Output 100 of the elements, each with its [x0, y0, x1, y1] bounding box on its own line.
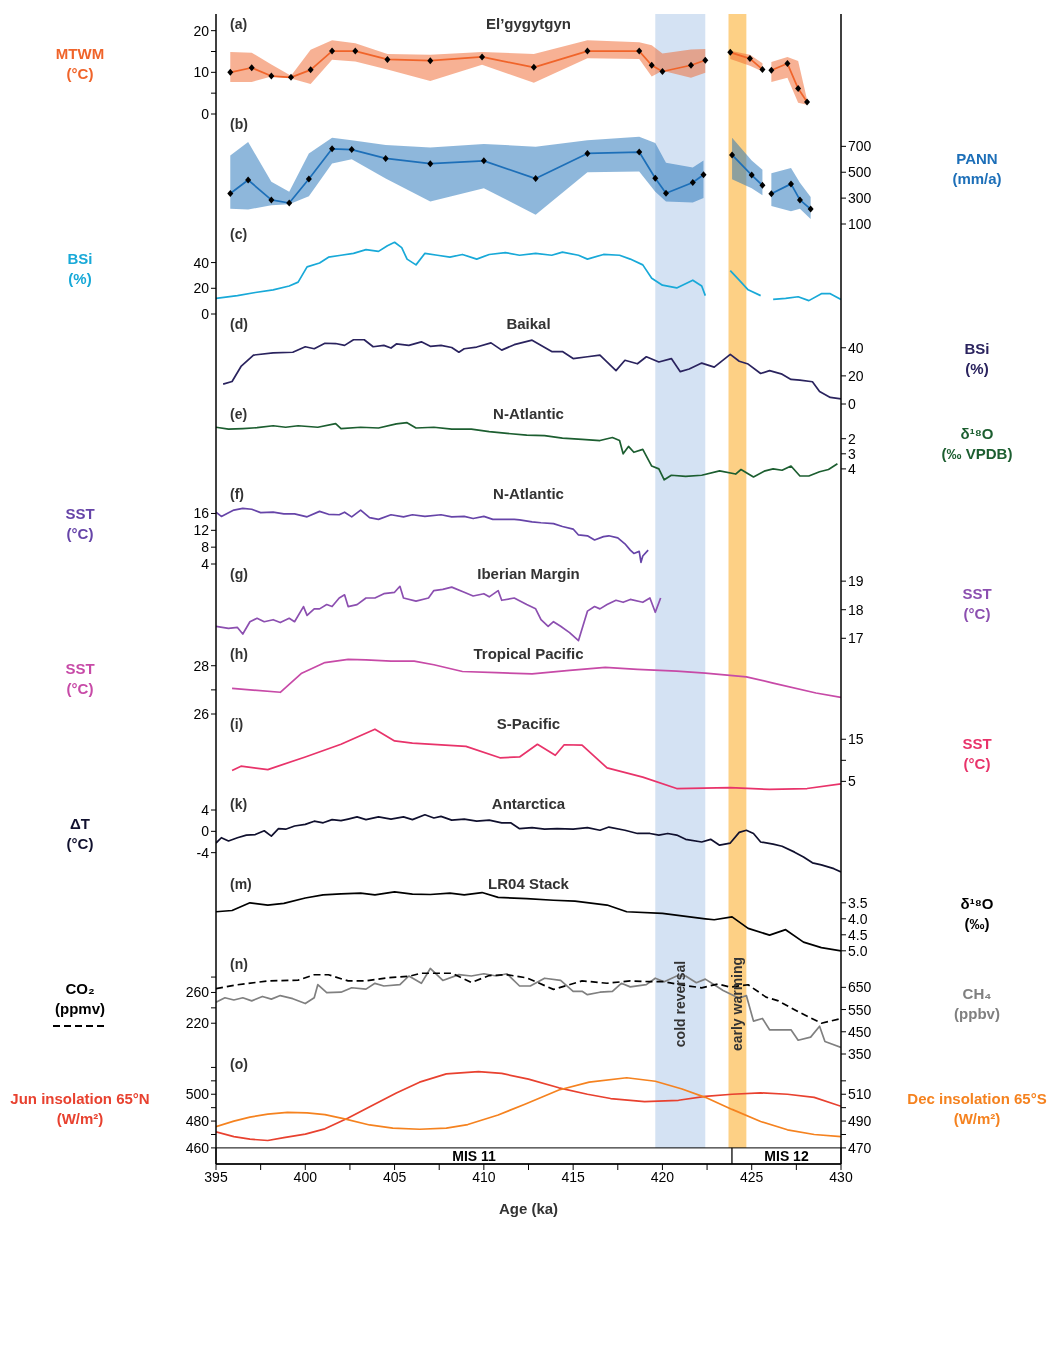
annotation: (d) [230, 316, 248, 332]
y-tick-label: 10 [193, 64, 210, 81]
y2-tick-label: 450 [848, 1023, 872, 1040]
y-tick-label: 28 [193, 657, 210, 674]
y2-tick-label: 18 [848, 601, 864, 618]
chart-title: El’gygytgyn [485, 15, 571, 32]
chart-title: LR04 Stack [488, 875, 569, 892]
annotation: (a) [230, 16, 248, 32]
y2-axis-title: CH₄ (ppbv) [954, 984, 1000, 1024]
y-tick-label: 12 [193, 522, 210, 539]
y-axis-title: ΔT (°C) [66, 814, 94, 854]
y-tick-label: 480 [185, 1113, 210, 1130]
y2-tick-label: 15 [848, 731, 864, 748]
x-tick-label: 405 [382, 1168, 407, 1185]
y-axis-title: Jun insolation 65°N (W/m²) [10, 1089, 150, 1129]
band-label: cold reversal [672, 960, 689, 1048]
chart-title: N-Atlantic [493, 405, 564, 422]
chart-title: Iberian Margin [477, 565, 580, 582]
y-tick-label: 0 [201, 305, 210, 322]
y-tick-label: 20 [193, 280, 210, 297]
line-series [216, 507, 649, 564]
y-tick-label: 4 [201, 555, 210, 572]
y-axis-title: BSi (%) [67, 249, 93, 289]
y2-tick-label: 20 [848, 367, 864, 384]
y2-axis-title: SST (°C) [962, 734, 992, 774]
chart-title: Tropical Pacific [473, 645, 584, 662]
x-tick-label: 410 [472, 1168, 496, 1185]
y2-tick-label: 4.5 [848, 926, 868, 943]
y-tick-label: 0 [201, 105, 210, 122]
x-tick-label: 425 [740, 1168, 764, 1185]
y-tick-label: 20 [193, 22, 210, 39]
y-tick-label: 0 [201, 823, 210, 840]
annotation: (k) [230, 796, 248, 812]
y-axis-title: SST (°C) [65, 659, 95, 699]
line-series [216, 585, 662, 642]
y2-tick-label: 3 [848, 445, 856, 462]
y2-tick-label: 40 [848, 339, 864, 356]
y-tick-label: 8 [201, 539, 210, 556]
y-tick-label: 500 [185, 1086, 210, 1103]
annotation: (b) [230, 116, 248, 132]
line-series [216, 813, 841, 873]
annotation: (i) [230, 716, 244, 732]
y2-axis-title: δ¹⁸O (‰) [960, 894, 994, 934]
line-series [216, 421, 839, 481]
y2-axis-title: PANN (mm/a) [952, 149, 1002, 189]
y-axis-title: SST (°C) [65, 504, 95, 544]
band-label: MIS 11 [452, 1147, 497, 1164]
y-axis-title: MTWM (°C) [55, 44, 105, 84]
annotation: (f) [230, 486, 244, 502]
chart-title: Antarctica [491, 795, 566, 812]
annotation: (o) [230, 1056, 248, 1072]
chart-title: Baikal [506, 315, 551, 332]
y2-tick-label: 510 [848, 1086, 872, 1103]
x-tick-label: 400 [293, 1168, 318, 1185]
annotation: (c) [230, 226, 248, 242]
y2-tick-label: 2 [848, 430, 856, 447]
chart-title: N-Atlantic [493, 485, 564, 502]
annotation: (g) [230, 566, 248, 582]
annotation: (e) [230, 406, 248, 422]
y-tick-label: 40 [193, 254, 210, 271]
y-axis-title: CO₂ (ppmv) [55, 979, 105, 1019]
y-tick-label: 460 [185, 1139, 210, 1156]
y2-axis-title: Dec insolation 65°S (W/m²) [907, 1089, 1047, 1129]
y-tick-label: 16 [193, 505, 210, 522]
y2-axis-title: BSi (%) [964, 339, 990, 379]
y2-tick-label: 0 [848, 395, 856, 412]
y2-tick-label: 490 [848, 1113, 872, 1130]
annotation: (h) [230, 646, 248, 662]
x-axis-title: Age (ka) [498, 1200, 559, 1217]
annotation: (m) [230, 876, 252, 892]
x-tick-label: 430 [829, 1168, 853, 1185]
y2-tick-label: 4 [848, 460, 856, 477]
y2-axis-title: δ¹⁸O (‰ VPDB) [941, 424, 1013, 464]
y2-tick-label: 3.5 [848, 894, 868, 911]
band-label: early warming [729, 956, 746, 1052]
y2-tick-label: 470 [848, 1139, 872, 1156]
chart-title: S-Pacific [496, 715, 561, 732]
y-tick-label: -4 [196, 844, 210, 861]
y-tick-label: 220 [185, 1015, 210, 1032]
y2-tick-label: 5.0 [848, 942, 868, 959]
x-tick-label: 415 [561, 1168, 586, 1185]
y2-tick-label: 17 [848, 630, 864, 647]
y-tick-label: 4 [201, 801, 210, 818]
y2-axis-title: SST (°C) [962, 584, 992, 624]
y-tick-label: 260 [185, 984, 210, 1001]
y2-tick-label: 550 [848, 1001, 872, 1018]
band-label: MIS 12 [764, 1147, 809, 1164]
y2-tick-label: 5 [848, 773, 856, 790]
y2-tick-label: 650 [848, 979, 872, 996]
y2-tick-label: 19 [848, 573, 864, 590]
y2-tick-label: 300 [848, 190, 872, 207]
y-tick-label: 26 [193, 705, 210, 722]
y2-tick-label: 500 [848, 164, 872, 181]
y2-tick-label: 350 [848, 1045, 872, 1062]
annotation: (n) [230, 956, 248, 972]
y2-tick-label: 4.0 [848, 910, 868, 927]
line-series [222, 338, 841, 400]
y2-tick-label: 700 [848, 138, 872, 155]
y2-tick-label: 100 [848, 215, 872, 232]
x-tick-label: 420 [650, 1168, 675, 1185]
